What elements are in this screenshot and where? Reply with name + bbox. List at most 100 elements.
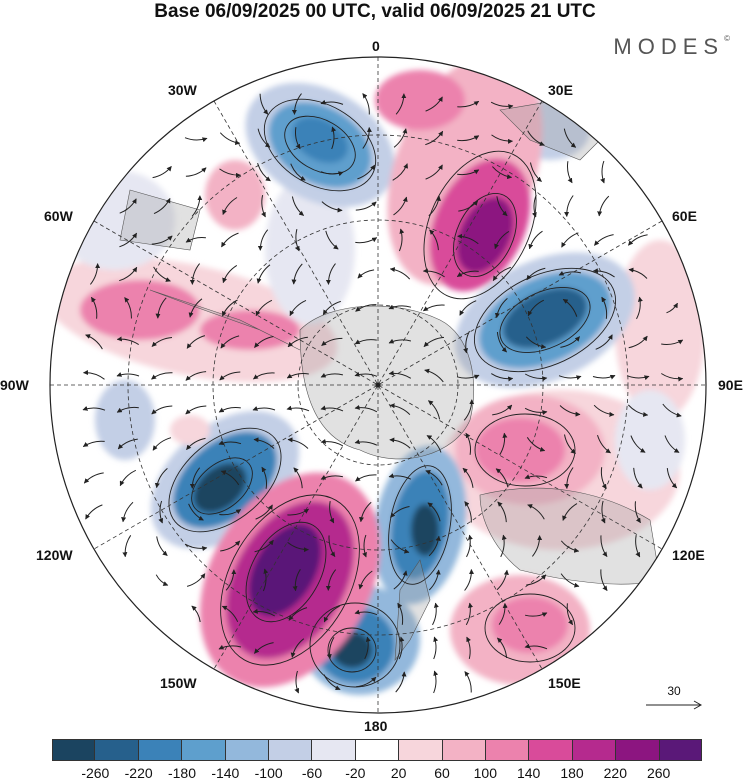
wind-arrow xyxy=(597,434,611,454)
lon-label-120w: 120W xyxy=(36,547,73,563)
wind-arrow xyxy=(464,671,472,693)
wind-arrow xyxy=(291,93,302,115)
wind-arrow xyxy=(289,299,307,317)
legend-swatch xyxy=(572,739,617,761)
wind-arrow xyxy=(630,435,646,453)
wind-arrow xyxy=(494,230,510,250)
wind-arrow xyxy=(496,331,507,353)
south-pole-marker xyxy=(375,382,381,388)
wind-arrow xyxy=(286,373,309,379)
wind-arrow xyxy=(531,194,537,218)
wind-arrow xyxy=(254,642,274,654)
wind-arrow xyxy=(354,339,377,345)
wind-arrow xyxy=(456,374,480,380)
wind-arrow xyxy=(222,197,238,215)
wind-arrow xyxy=(257,128,271,148)
legend-swatch xyxy=(486,739,530,761)
wind-arrow xyxy=(661,339,684,345)
wind-arrow xyxy=(153,266,171,282)
wind-arrow xyxy=(388,304,412,310)
legend-swatch xyxy=(182,739,226,761)
legend-tick-label: -100 xyxy=(254,765,283,781)
wind-arrow xyxy=(664,435,680,453)
wind-arrow xyxy=(566,161,573,184)
wind-arrow xyxy=(116,336,139,346)
wind-arrow xyxy=(364,636,371,660)
wind-arrow xyxy=(189,263,200,285)
wind-arrow xyxy=(395,671,407,693)
wind-arrow xyxy=(600,535,608,558)
wind-arrow xyxy=(466,534,473,558)
wind-arrow xyxy=(252,406,276,411)
wind-arrow xyxy=(261,194,266,218)
wind-arrow xyxy=(254,336,274,348)
wind-arrow xyxy=(388,473,412,480)
wind-arrow xyxy=(254,539,274,553)
graticule xyxy=(50,57,706,713)
wind-arrow xyxy=(321,337,343,346)
wind-arrow xyxy=(320,171,344,177)
wind-arrow xyxy=(322,300,341,316)
wind-arrow xyxy=(564,434,576,454)
brand-mark: © xyxy=(724,34,730,43)
wind-arrow xyxy=(220,335,240,349)
wind-arrow xyxy=(156,536,168,556)
wind-arrow xyxy=(429,229,439,251)
wind-arrow xyxy=(151,235,173,245)
legend-tick-label: -140 xyxy=(211,765,240,781)
wind-arrow xyxy=(252,372,275,380)
wind-arrow xyxy=(252,608,276,617)
wind-arrow xyxy=(185,167,207,177)
wind-arrow xyxy=(491,134,513,144)
wind-arrow xyxy=(457,100,480,108)
wind-arrow xyxy=(325,569,337,591)
wind-arrow xyxy=(393,570,408,590)
wind-arrow xyxy=(600,500,606,524)
reference-vector-label: 30 xyxy=(667,684,681,698)
wind-arrow xyxy=(661,373,684,382)
wind-arrow xyxy=(184,543,208,552)
lon-label-150w: 150W xyxy=(160,675,197,691)
legend-swatch xyxy=(355,739,400,761)
wind-arrow xyxy=(362,534,367,558)
wind-arrow xyxy=(261,466,268,489)
legend-swatch xyxy=(442,739,487,761)
wind-arrow xyxy=(425,470,443,486)
wind-arrow xyxy=(389,403,411,416)
wind-arrow xyxy=(358,570,373,590)
wind-arrow xyxy=(389,267,411,280)
brand-text: MODES xyxy=(613,34,725,59)
wind-arrow xyxy=(255,504,273,520)
wind-arrow xyxy=(563,128,577,148)
wind-arrow xyxy=(328,535,336,558)
chart-title: Base 06/09/2025 00 UTC, valid 06/09/2025… xyxy=(154,1,596,22)
wind-arrow xyxy=(287,437,309,449)
wind-arrow xyxy=(496,196,508,217)
wind-arrow xyxy=(459,300,477,316)
wind-arrow xyxy=(558,270,582,276)
lon-label-180: 180 xyxy=(364,718,388,734)
wind-arrow xyxy=(635,535,641,558)
wind-arrow xyxy=(393,196,408,216)
wind-arrow xyxy=(398,636,405,660)
wind-arrow xyxy=(497,637,508,659)
wind-arrow xyxy=(294,228,300,252)
wind-arrow xyxy=(593,404,615,417)
wind-arrow xyxy=(253,437,275,449)
wind-arrow xyxy=(526,574,547,586)
wind-arrow xyxy=(257,229,269,251)
wind-arrow xyxy=(464,501,472,523)
wind-arrow xyxy=(491,373,514,382)
lon-label-120e: 120E xyxy=(672,547,705,563)
wind-arrow xyxy=(152,166,172,179)
wind-arrow xyxy=(321,201,343,213)
wind-arrow xyxy=(357,164,376,180)
wind-arrow xyxy=(398,228,405,252)
legend-swatch xyxy=(225,739,270,761)
wind-arrow xyxy=(218,440,242,445)
wind-arrow xyxy=(218,644,242,650)
wind-arrow xyxy=(424,368,444,383)
wind-arrow xyxy=(158,500,164,524)
wind-arrow xyxy=(155,574,169,586)
